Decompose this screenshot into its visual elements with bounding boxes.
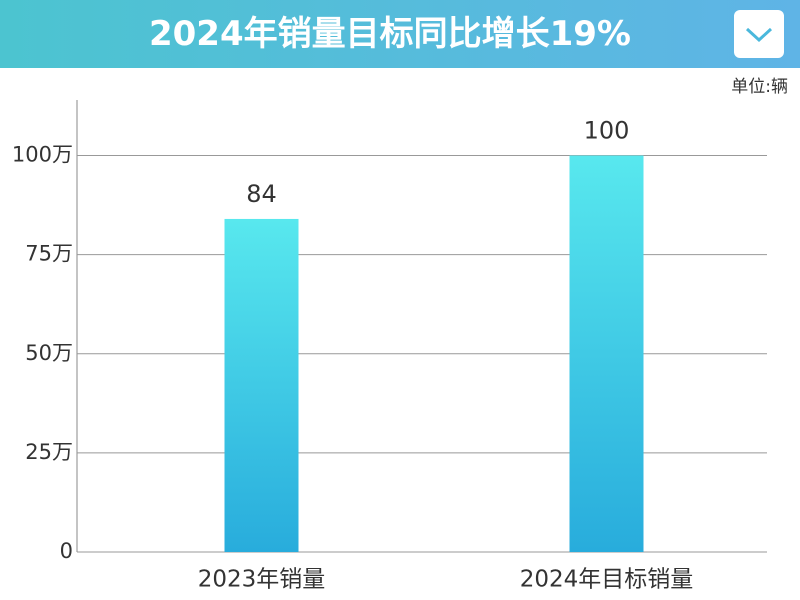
x-tick-label: 2024年目标销量 [520,567,694,593]
bar [569,155,644,552]
y-tick-label: 0 [60,539,73,563]
x-tick-label: 2023年销量 [198,567,326,593]
value-label: 84 [246,180,277,208]
value-label: 100 [584,117,630,145]
y-tick-label: 25万 [25,440,73,464]
y-tick-label: 100万 [12,143,73,167]
chart-title: 2024年销量目标同比增长19% [148,14,631,54]
unit-label: 单位:辆 [731,77,788,97]
header: 2024年销量目标同比增长19% [0,0,800,68]
y-tick-label: 50万 [25,341,73,365]
chevron-icon [745,27,773,43]
bar [224,218,299,552]
dropdown-button[interactable] [734,10,784,58]
y-tick-label: 75万 [25,242,73,266]
